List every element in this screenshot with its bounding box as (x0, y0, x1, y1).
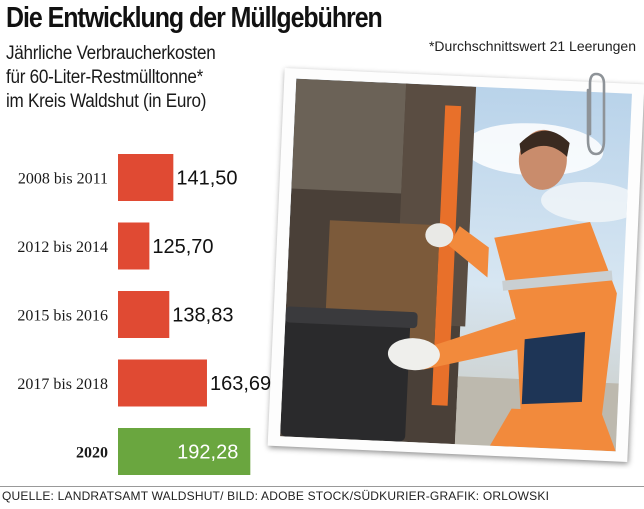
bar (118, 359, 207, 407)
photo-frame (267, 68, 644, 462)
garbage-worker-photo (280, 78, 632, 452)
bar (118, 154, 174, 201)
subtitle-line-1: Jährliche Verbraucherkosten (6, 43, 216, 64)
category-label: 2015 bis 2016 (17, 308, 108, 325)
chart-subtitle: Jährliche Verbraucherkosten für 60-Liter… (6, 42, 258, 114)
paperclip-icon (586, 72, 606, 156)
value-label: 141,50 (176, 168, 237, 190)
value-label: 192,28 (177, 442, 238, 464)
bar (118, 291, 170, 338)
bar (118, 222, 150, 270)
footer-divider (0, 486, 644, 487)
value-label: 163,69 (210, 373, 271, 395)
footnote: *Durchschnittswert 21 Leerungen (428, 38, 636, 54)
category-label: 2008 bis 2011 (18, 171, 108, 188)
value-label: 138,83 (172, 305, 233, 327)
category-label: 2020 (76, 445, 108, 462)
category-label: 2012 bis 2014 (17, 239, 108, 256)
photo-illustration (280, 78, 632, 452)
subtitle-line-2: für 60-Liter-Restmülltonne* (6, 67, 204, 88)
chart-title: Die Entwicklung der Müllgebühren (6, 2, 383, 34)
subtitle-line-3: im Kreis Waldshut (in Euro) (6, 91, 207, 112)
bar (118, 428, 251, 475)
category-label: 2017 bis 2018 (17, 376, 108, 393)
value-label: 125,70 (152, 236, 213, 258)
source-credit: QUELLE: LANDRATSAMT WALDSHUT/ BILD: ADOB… (2, 489, 550, 503)
